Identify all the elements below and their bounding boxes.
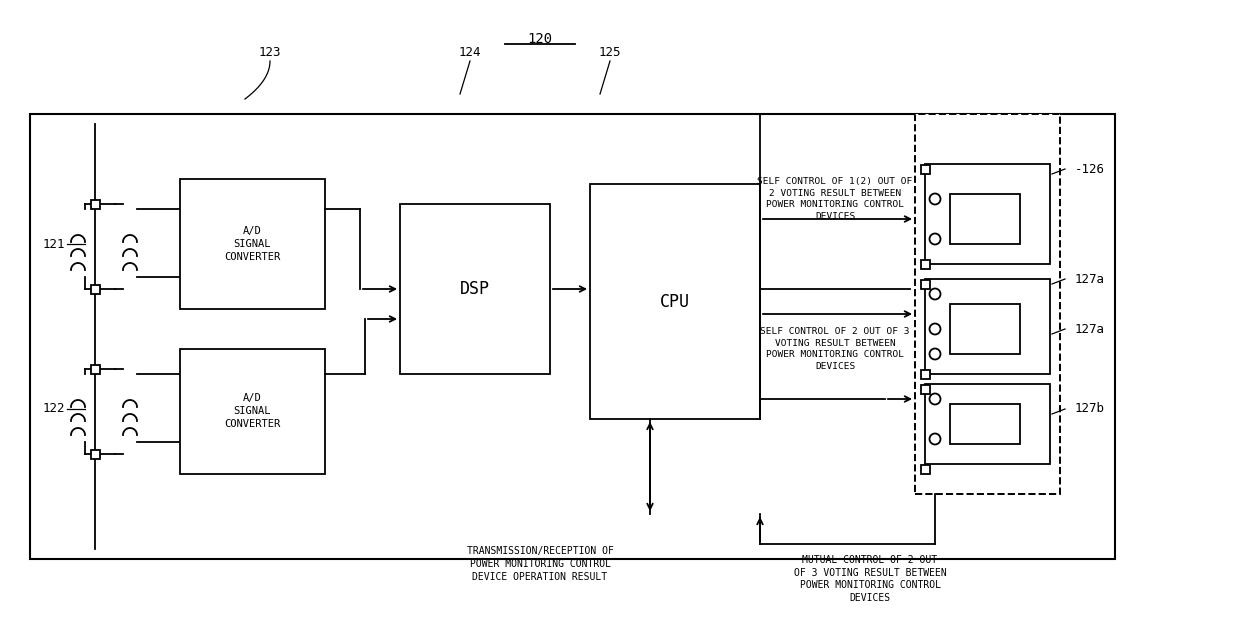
Text: 127b: 127b	[1075, 402, 1105, 415]
Text: 125: 125	[599, 46, 621, 59]
Bar	[30, 114, 1115, 559]
Bar	[91, 200, 99, 209]
Circle shape	[930, 234, 940, 245]
Text: SELF CONTROL OF 1(2) OUT OF
2 VOTING RESULT BETWEEN
POWER MONITORING CONTROL
DEV: SELF CONTROL OF 1(2) OUT OF 2 VOTING RES…	[758, 177, 913, 221]
Text: 121: 121	[42, 238, 64, 251]
Bar	[950, 194, 1021, 244]
Bar	[920, 370, 930, 379]
Bar	[590, 184, 760, 419]
Bar	[920, 164, 930, 173]
Text: MUTUAL CONTROL OF 2 OUT
OF 3 VOTING RESULT BETWEEN
POWER MONITORING CONTROL
DEVI: MUTUAL CONTROL OF 2 OUT OF 3 VOTING RESU…	[794, 554, 946, 603]
Bar	[925, 384, 1050, 464]
Bar	[401, 204, 551, 374]
Bar	[180, 179, 325, 309]
Bar	[950, 304, 1021, 354]
Bar	[91, 285, 99, 294]
Text: 122: 122	[42, 402, 64, 415]
Text: CPU: CPU	[660, 292, 689, 310]
Text: 127a: 127a	[1075, 323, 1105, 336]
Bar	[920, 260, 930, 269]
Circle shape	[930, 393, 940, 404]
Text: 120: 120	[527, 32, 553, 46]
Circle shape	[930, 289, 940, 299]
Bar	[180, 349, 325, 474]
Bar	[920, 384, 930, 393]
Bar	[925, 279, 1050, 374]
Bar	[91, 450, 99, 459]
Text: DSP: DSP	[460, 280, 490, 298]
Text: -126: -126	[1075, 162, 1105, 176]
Bar	[925, 164, 1050, 264]
Text: A/D
SIGNAL
CONVERTER: A/D SIGNAL CONVERTER	[224, 393, 280, 429]
Text: 124: 124	[459, 46, 481, 59]
Text: 127a: 127a	[1075, 272, 1105, 285]
Circle shape	[930, 323, 940, 334]
Circle shape	[930, 348, 940, 359]
Text: A/D
SIGNAL
CONVERTER: A/D SIGNAL CONVERTER	[224, 226, 280, 262]
Text: 123: 123	[259, 46, 281, 59]
Text: SELF CONTROL OF 2 OUT OF 3
VOTING RESULT BETWEEN
POWER MONITORING CONTROL
DEVICE: SELF CONTROL OF 2 OUT OF 3 VOTING RESULT…	[760, 327, 910, 371]
Circle shape	[930, 193, 940, 205]
Bar	[915, 114, 1060, 494]
Text: TRANSMISSION/RECEPTION OF
POWER MONITORING CONTROL
DEVICE OPERATION RESULT: TRANSMISSION/RECEPTION OF POWER MONITORI…	[466, 546, 614, 582]
Bar	[920, 464, 930, 473]
Bar	[920, 279, 930, 289]
Bar	[950, 404, 1021, 444]
Circle shape	[930, 433, 940, 444]
Bar	[91, 365, 99, 374]
